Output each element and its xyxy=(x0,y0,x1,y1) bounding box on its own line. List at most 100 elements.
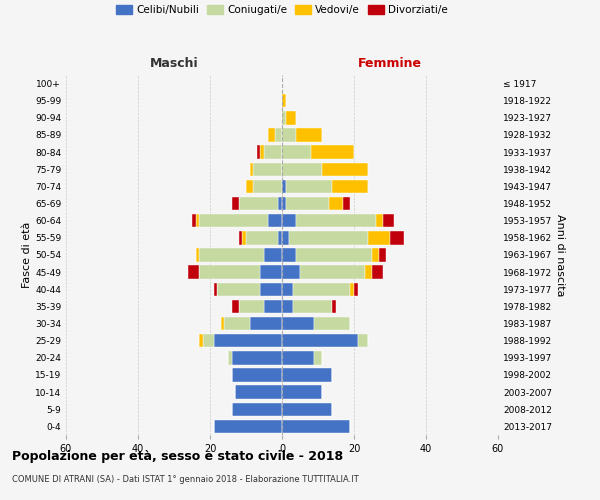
Y-axis label: Anni di nascita: Anni di nascita xyxy=(555,214,565,296)
Bar xyxy=(282,146,311,159)
Bar xyxy=(282,402,332,416)
Bar xyxy=(296,214,376,228)
Bar xyxy=(282,128,296,141)
Bar xyxy=(196,248,199,262)
Bar xyxy=(199,214,268,228)
Bar xyxy=(383,214,394,228)
Bar xyxy=(296,248,372,262)
Bar xyxy=(282,248,296,262)
Bar xyxy=(358,334,368,347)
Bar xyxy=(217,282,260,296)
Bar xyxy=(199,248,264,262)
Bar xyxy=(282,180,286,193)
Bar xyxy=(379,248,386,262)
Bar xyxy=(214,420,282,433)
Bar xyxy=(232,402,282,416)
Bar xyxy=(354,282,358,296)
Bar xyxy=(224,317,250,330)
Bar xyxy=(239,197,278,210)
Bar xyxy=(260,282,282,296)
Bar xyxy=(232,351,282,364)
Bar xyxy=(192,214,196,228)
Bar xyxy=(196,214,199,228)
Bar xyxy=(228,351,232,364)
Bar xyxy=(343,197,350,210)
Bar xyxy=(282,300,293,313)
Bar xyxy=(275,128,282,141)
Bar xyxy=(282,368,332,382)
Bar xyxy=(235,386,282,399)
Legend: Celibi/Nubili, Coniugati/e, Vedovi/e, Divorziati/e: Celibi/Nubili, Coniugati/e, Vedovi/e, Di… xyxy=(112,1,452,20)
Bar xyxy=(332,180,368,193)
Bar xyxy=(282,420,350,433)
Bar xyxy=(268,214,282,228)
Bar xyxy=(242,231,246,244)
Bar xyxy=(282,334,358,347)
Text: COMUNE DI ATRANI (SA) - Dati ISTAT 1° gennaio 2018 - Elaborazione TUTTITALIA.IT: COMUNE DI ATRANI (SA) - Dati ISTAT 1° ge… xyxy=(12,475,359,484)
Bar xyxy=(260,266,282,279)
Bar xyxy=(246,180,253,193)
Bar xyxy=(253,180,282,193)
Bar xyxy=(293,282,350,296)
Bar xyxy=(376,214,383,228)
Bar xyxy=(282,282,293,296)
Bar xyxy=(286,197,329,210)
Bar xyxy=(232,197,239,210)
Bar xyxy=(188,266,199,279)
Bar xyxy=(282,231,289,244)
Bar xyxy=(253,162,282,176)
Bar xyxy=(214,282,217,296)
Bar xyxy=(250,317,282,330)
Bar xyxy=(286,180,332,193)
Bar xyxy=(232,300,239,313)
Bar xyxy=(257,146,260,159)
Bar xyxy=(199,334,203,347)
Bar xyxy=(221,317,224,330)
Bar xyxy=(332,300,336,313)
Bar xyxy=(268,128,275,141)
Bar xyxy=(289,231,368,244)
Bar xyxy=(286,111,296,124)
Bar xyxy=(264,146,282,159)
Bar xyxy=(350,282,354,296)
Bar xyxy=(282,162,322,176)
Bar xyxy=(390,231,404,244)
Bar xyxy=(311,146,354,159)
Bar xyxy=(278,231,282,244)
Bar xyxy=(239,231,242,244)
Bar xyxy=(203,334,214,347)
Bar xyxy=(282,111,286,124)
Bar xyxy=(293,300,332,313)
Bar xyxy=(329,197,343,210)
Bar xyxy=(260,146,264,159)
Bar xyxy=(239,300,264,313)
Bar xyxy=(250,162,253,176)
Bar xyxy=(264,300,282,313)
Bar xyxy=(232,368,282,382)
Bar xyxy=(214,334,282,347)
Bar xyxy=(372,266,383,279)
Bar xyxy=(296,128,322,141)
Bar xyxy=(199,266,260,279)
Bar xyxy=(282,386,322,399)
Bar xyxy=(282,266,300,279)
Text: Popolazione per età, sesso e stato civile - 2018: Popolazione per età, sesso e stato civil… xyxy=(12,450,343,463)
Bar xyxy=(282,197,286,210)
Bar xyxy=(314,351,322,364)
Bar xyxy=(314,317,350,330)
Bar xyxy=(282,94,286,108)
Bar xyxy=(372,248,379,262)
Bar xyxy=(264,248,282,262)
Bar xyxy=(246,231,278,244)
Bar xyxy=(300,266,365,279)
Bar xyxy=(282,317,314,330)
Bar xyxy=(278,197,282,210)
Bar xyxy=(365,266,372,279)
Bar xyxy=(368,231,390,244)
Text: Femmine: Femmine xyxy=(358,57,422,70)
Bar xyxy=(322,162,368,176)
Y-axis label: Fasce di età: Fasce di età xyxy=(22,222,32,288)
Bar xyxy=(282,214,296,228)
Text: Maschi: Maschi xyxy=(149,57,199,70)
Bar xyxy=(282,351,314,364)
